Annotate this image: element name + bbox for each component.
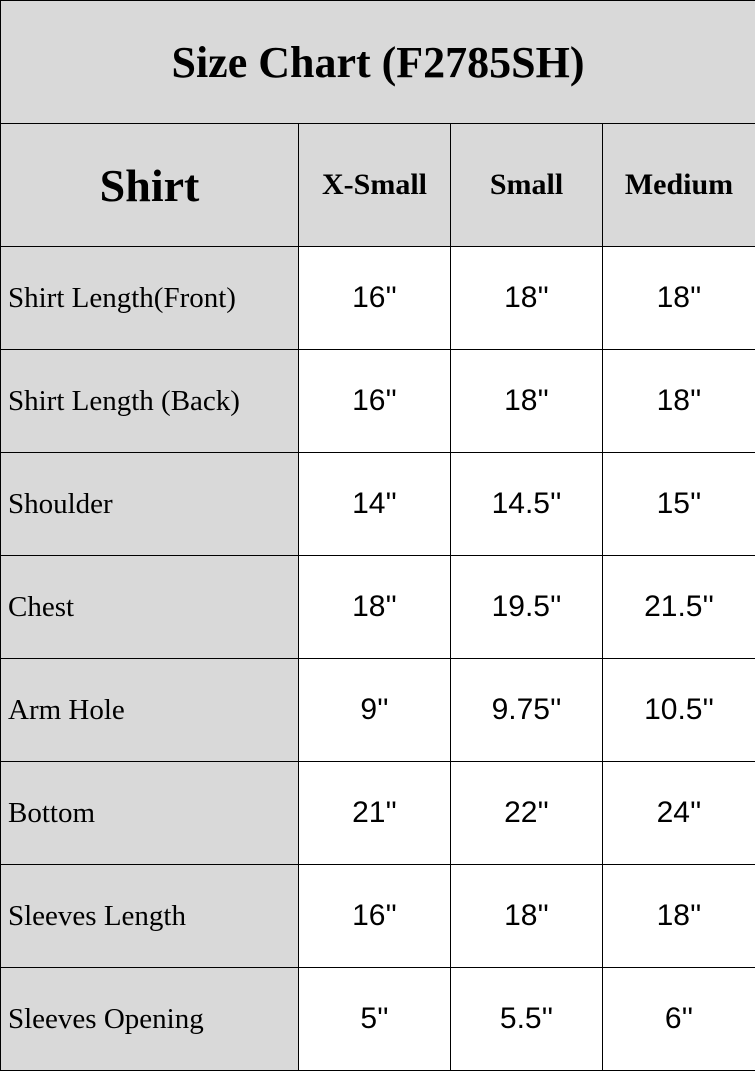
- row-label: Arm Hole: [0, 658, 299, 762]
- size-value: 18'': [450, 246, 603, 350]
- size-value: 9.75'': [450, 658, 603, 762]
- header-size: Small: [450, 123, 603, 247]
- size-value: 18'': [298, 555, 451, 659]
- row-label: Sleeves Length: [0, 864, 299, 968]
- table-row: Sleeves Length 16'' 18'' 18'': [0, 864, 755, 968]
- size-value: 18'': [602, 349, 755, 453]
- row-label: Shirt Length (Back): [0, 349, 299, 453]
- table-row: Shirt Length (Back) 16'' 18'' 18'': [0, 349, 755, 453]
- table-row: Shirt Length(Front) 16'' 18'' 18'': [0, 246, 755, 350]
- size-value: 9'': [298, 658, 451, 762]
- size-value: 21'': [298, 761, 451, 865]
- size-value: 19.5'': [450, 555, 603, 659]
- size-value: 10.5'': [602, 658, 755, 762]
- header-size: X-Small: [298, 123, 451, 247]
- size-value: 18'': [602, 864, 755, 968]
- size-value: 22'': [450, 761, 603, 865]
- size-value: 15'': [602, 452, 755, 556]
- row-label: Shoulder: [0, 452, 299, 556]
- row-label: Bottom: [0, 761, 299, 865]
- table-row: Sleeves Opening 5'' 5.5'' 6'': [0, 967, 755, 1071]
- size-value: 14'': [298, 452, 451, 556]
- size-value: 5'': [298, 967, 451, 1071]
- header-row: Shirt X-Small Small Medium: [0, 123, 755, 247]
- table-row: Arm Hole 9'' 9.75'' 10.5'': [0, 658, 755, 762]
- size-value: 18'': [450, 349, 603, 453]
- size-value: 24'': [602, 761, 755, 865]
- chart-title: Size Chart (F2785SH): [0, 0, 755, 124]
- header-size: Medium: [602, 123, 755, 247]
- size-value: 16'': [298, 246, 451, 350]
- size-value: 14.5'': [450, 452, 603, 556]
- size-value: 5.5'': [450, 967, 603, 1071]
- row-label: Shirt Length(Front): [0, 246, 299, 350]
- row-label: Sleeves Opening: [0, 967, 299, 1071]
- size-value: 18'': [450, 864, 603, 968]
- size-value: 6'': [602, 967, 755, 1071]
- table-row: Shoulder 14'' 14.5'' 15'': [0, 452, 755, 556]
- size-value: 16'': [298, 349, 451, 453]
- size-value: 18'': [602, 246, 755, 350]
- size-value: 21.5'': [602, 555, 755, 659]
- table-row: Chest 18'' 19.5'' 21.5'': [0, 555, 755, 659]
- table-row: Bottom 21'' 22'' 24'': [0, 761, 755, 865]
- size-value: 16'': [298, 864, 451, 968]
- header-category: Shirt: [0, 123, 299, 247]
- row-label: Chest: [0, 555, 299, 659]
